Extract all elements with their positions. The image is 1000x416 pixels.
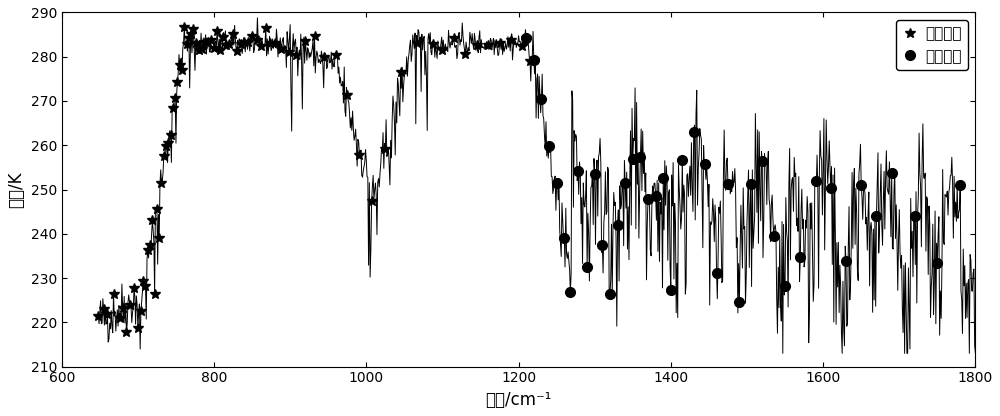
X-axis label: 波数/cm⁻¹: 波数/cm⁻¹ [485,391,552,409]
温度通道 [92,313,104,318]
湿度通道 [688,129,700,134]
湿度通道 [528,57,540,62]
温度通道 [353,152,365,157]
湿度通道 [931,260,943,265]
湿度通道 [810,179,822,184]
湿度通道 [676,158,688,163]
温度通道 [120,329,132,334]
湿度通道 [543,143,555,148]
温度通道 [208,45,220,50]
湿度通道 [558,235,570,240]
湿度通道 [665,288,677,293]
湿度通道 [612,223,624,228]
温度通道 [158,154,170,158]
湿度通道 [650,193,662,198]
湿度通道 [596,243,608,248]
Line: 湿度通道: 湿度通道 [521,33,965,307]
湿度通道 [825,186,837,191]
湿度通道 [870,213,882,218]
湿度通道 [627,157,639,162]
湿度通道 [722,182,734,187]
温度通道 [379,147,391,152]
湿度通道 [954,183,966,188]
湿度通道 [634,155,646,160]
湿度通道 [564,290,576,295]
湿度通道 [572,168,584,173]
湿度通道 [909,213,921,218]
湿度通道 [551,181,563,186]
湿度通道 [840,258,852,263]
湿度通道 [657,175,669,180]
湿度通道 [711,270,723,275]
Line: 温度通道: 温度通道 [93,22,539,337]
Y-axis label: 亮温/K: 亮温/K [7,171,25,208]
湿度通道 [733,300,745,305]
温度通道 [167,106,179,111]
湿度通道 [699,161,711,166]
湿度通道 [642,196,654,201]
湿度通道 [886,170,898,175]
湿度通道 [520,35,532,40]
温度通道 [165,133,177,138]
湿度通道 [768,233,780,238]
湿度通道 [604,291,616,296]
湿度通道 [581,265,593,270]
Legend: 温度通道, 湿度通道: 温度通道, 湿度通道 [896,20,968,70]
湿度通道 [756,159,768,164]
湿度通道 [535,96,547,101]
湿度通道 [855,183,867,188]
湿度通道 [745,181,757,186]
湿度通道 [589,171,601,176]
温度通道 [528,57,540,62]
温度通道 [178,25,190,30]
湿度通道 [779,284,791,289]
湿度通道 [794,255,806,260]
湿度通道 [619,181,631,186]
